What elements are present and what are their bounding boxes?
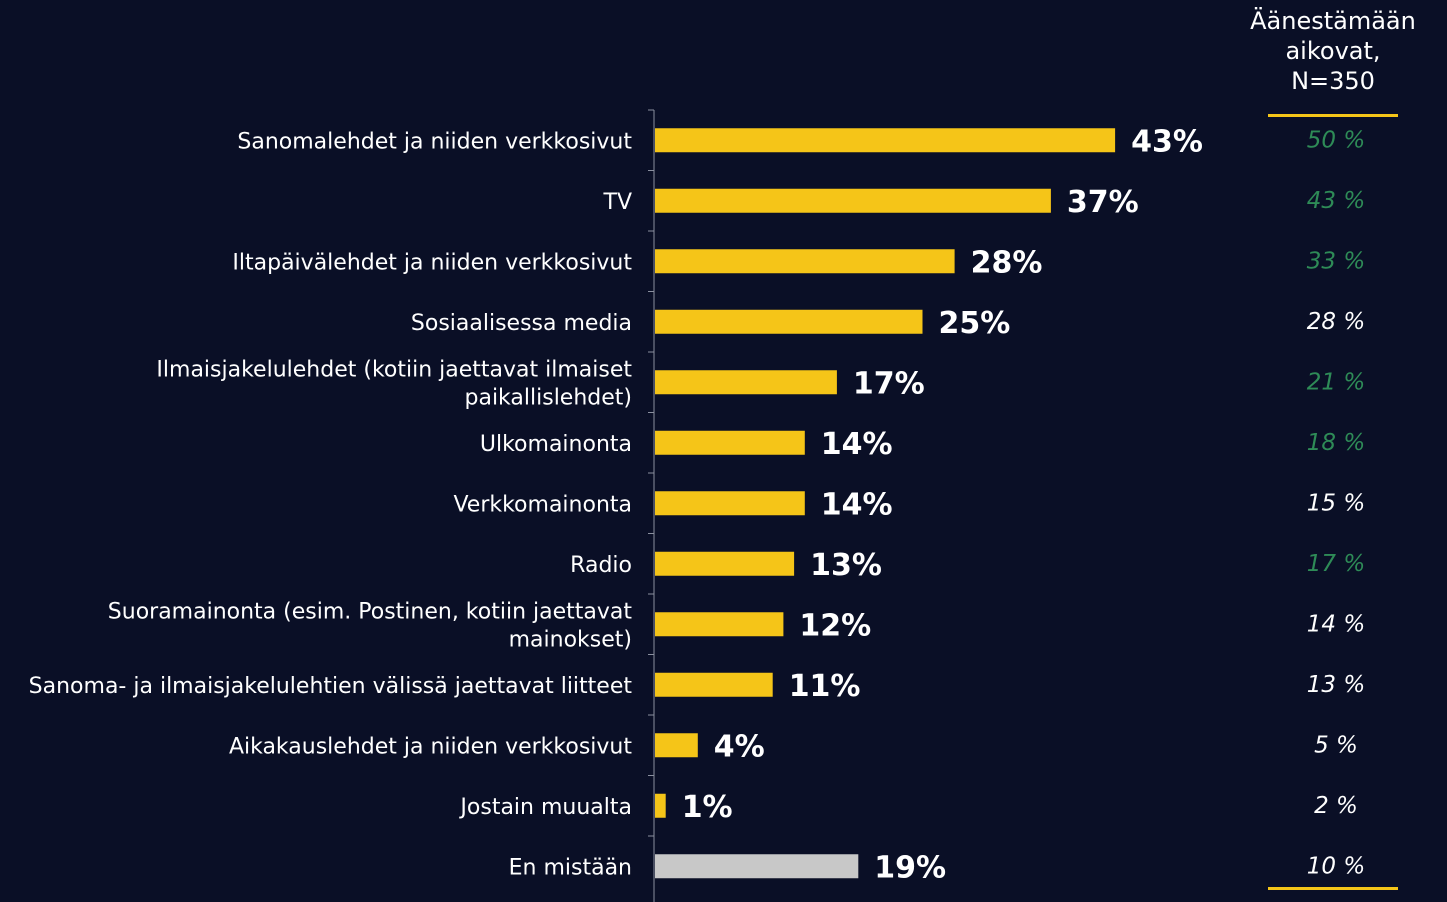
side-header-line-1: Äänestämään [1250, 7, 1416, 35]
category-label: Sosiaalisessa media [411, 311, 632, 336]
side-footer-rule [1268, 887, 1398, 890]
side-header-line-3: N=350 [1291, 67, 1375, 95]
side-value: 18 % [1307, 430, 1365, 456]
category-label: Jostain muualta [458, 795, 632, 820]
side-value: 33 % [1307, 248, 1365, 274]
category-label: TV [603, 190, 633, 215]
side-value: 5 % [1314, 732, 1358, 758]
category-label: Sanoma- ja ilmaisjakelulehtien välissä j… [29, 674, 633, 699]
bar [655, 370, 837, 395]
data-label: 12% [799, 608, 871, 643]
side-value: 43 % [1307, 188, 1365, 214]
data-label: 25% [939, 306, 1011, 341]
side-header-line-2: aikovat, [1285, 37, 1381, 65]
bar [655, 188, 1051, 213]
side-value: 10 % [1307, 853, 1365, 879]
side-value: 28 % [1307, 309, 1365, 335]
bar [655, 612, 784, 637]
category-label: En mistään [509, 855, 632, 880]
data-label: 19% [874, 850, 946, 885]
category-label: Iltapäivälehdet ja niiden verkkosivut [232, 250, 632, 275]
category-label: Ilmaisjakelulehdet (kotiin jaettavat ilm… [156, 357, 632, 382]
category-label: Suoramainonta (esim. Postinen, kotiin ja… [108, 599, 633, 624]
bar [655, 309, 923, 334]
bar [655, 430, 805, 455]
data-label: 4% [714, 729, 765, 764]
bar [655, 128, 1116, 153]
bar [655, 249, 955, 274]
category-label: Radio [570, 553, 632, 578]
side-value: 14 % [1307, 611, 1365, 637]
data-label: 11% [789, 669, 861, 704]
side-header-rule [1268, 114, 1398, 117]
bar [655, 793, 666, 818]
side-value: 50 % [1307, 127, 1365, 153]
category-label: paikallislehdet) [465, 385, 633, 410]
data-label: 13% [810, 548, 882, 583]
side-value: 13 % [1307, 672, 1365, 698]
side-value: 2 % [1314, 793, 1358, 819]
data-label: 43% [1131, 124, 1203, 159]
category-label: mainokset) [509, 627, 632, 652]
data-label: 17% [853, 366, 925, 401]
data-label: 14% [821, 427, 893, 462]
bar [655, 491, 805, 516]
data-label: 1% [682, 790, 733, 825]
data-label: 28% [971, 245, 1043, 280]
side-column-header: Äänestämään aikovat, N=350 [1238, 6, 1428, 96]
bar [655, 672, 773, 697]
category-label: Aikakauslehdet ja niiden verkkosivut [229, 734, 632, 759]
side-value: 15 % [1307, 490, 1365, 516]
data-label: 37% [1067, 185, 1139, 220]
side-value: 21 % [1307, 369, 1365, 395]
bar [655, 551, 795, 576]
category-label: Ulkomainonta [480, 432, 632, 457]
data-label: 14% [821, 487, 893, 522]
bar [655, 733, 698, 758]
bar [655, 854, 859, 879]
category-label: Sanomalehdet ja niiden verkkosivut [237, 129, 632, 154]
side-value: 17 % [1307, 551, 1365, 577]
category-label: Verkkomainonta [453, 492, 632, 517]
